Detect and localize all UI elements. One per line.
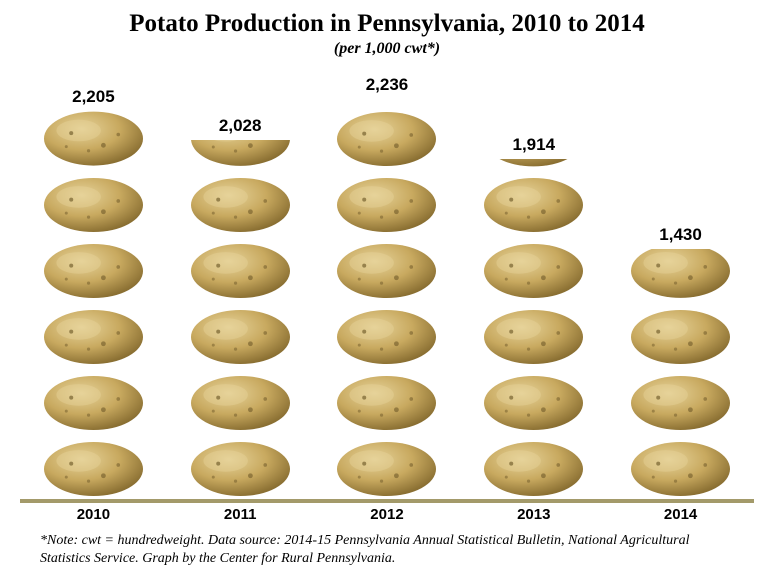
x-axis-baseline [20, 499, 754, 503]
potato-full [334, 109, 439, 169]
potato-icon [188, 307, 293, 367]
potato-partial [334, 99, 439, 103]
chart-area: 2,205 [0, 78, 774, 523]
potato-full [188, 373, 293, 433]
potato-full [334, 439, 439, 499]
x-axis-label: 2012 [322, 506, 452, 523]
value-label: 2,236 [366, 75, 409, 95]
potato-full [481, 439, 586, 499]
potato-stack [188, 140, 293, 499]
column-2011: 2,028 [175, 116, 305, 499]
x-axis-label: 2013 [469, 506, 599, 523]
column-2013: 1,914 [469, 135, 599, 499]
potato-partial [481, 159, 586, 169]
potato-partial [628, 249, 733, 301]
potato-full [41, 439, 146, 499]
potato-stack [41, 111, 146, 499]
potato-full [481, 175, 586, 235]
potato-full [481, 373, 586, 433]
potato-icon [188, 241, 293, 301]
column-2010: 2,205 [28, 87, 158, 499]
potato-icon [481, 241, 586, 301]
potato-icon [188, 175, 293, 235]
x-axis-label: 2011 [175, 506, 305, 523]
potato-stack [628, 249, 733, 499]
potato-full [188, 307, 293, 367]
x-axis-labels: 2010 2011 2012 2013 2014 [20, 506, 754, 523]
footnote-text: *Note: cwt = hundredweight. Data source:… [40, 532, 740, 567]
potato-icon [334, 373, 439, 433]
potato-full [41, 373, 146, 433]
value-label: 2,205 [72, 87, 115, 107]
chart-title: Potato Production in Pennsylvania, 2010 … [0, 10, 774, 38]
potato-icon [628, 249, 733, 301]
potato-full [628, 373, 733, 433]
potato-full [334, 241, 439, 301]
potato-icon [334, 307, 439, 367]
potato-full [334, 307, 439, 367]
potato-full [481, 307, 586, 367]
value-label: 2,028 [219, 116, 262, 136]
potato-icon [334, 439, 439, 499]
potato-icon [41, 175, 146, 235]
potato-full [334, 175, 439, 235]
potato-icon [481, 159, 586, 169]
potato-icon [41, 307, 146, 367]
potato-icon [628, 373, 733, 433]
potato-full [188, 439, 293, 499]
potato-full [628, 439, 733, 499]
potato-icon [41, 373, 146, 433]
potato-icon [628, 439, 733, 499]
potato-partial [41, 111, 146, 169]
potato-full [188, 241, 293, 301]
potato-icon [41, 439, 146, 499]
potato-stack [481, 159, 586, 499]
potato-icon [188, 373, 293, 433]
pictogram-columns: 2,205 [20, 78, 754, 499]
chart-subtitle: (per 1,000 cwt*) [0, 40, 774, 58]
potato-icon [334, 175, 439, 235]
column-2012: 2,236 [322, 75, 452, 499]
potato-full [41, 175, 146, 235]
value-label: 1,914 [513, 135, 556, 155]
potato-icon [481, 307, 586, 367]
title-block: Potato Production in Pennsylvania, 2010 … [0, 0, 774, 58]
potato-icon [481, 175, 586, 235]
potato-full [41, 241, 146, 301]
potato-full [188, 175, 293, 235]
potato-icon [481, 373, 586, 433]
value-label: 1,430 [659, 225, 702, 245]
column-2014: 1,430 [616, 225, 746, 499]
potato-icon [628, 307, 733, 367]
x-axis-label: 2014 [616, 506, 746, 523]
potato-partial [188, 140, 293, 169]
potato-full [41, 307, 146, 367]
potato-icon [41, 241, 146, 301]
potato-stack [334, 99, 439, 499]
potato-icon [188, 439, 293, 499]
potato-icon [188, 140, 293, 169]
potato-full [334, 373, 439, 433]
potato-icon [334, 241, 439, 301]
x-axis-label: 2010 [28, 506, 158, 523]
potato-icon [334, 99, 439, 103]
potato-icon [334, 109, 439, 169]
potato-icon [41, 111, 146, 169]
potato-full [481, 241, 586, 301]
potato-icon [481, 439, 586, 499]
potato-full [628, 307, 733, 367]
